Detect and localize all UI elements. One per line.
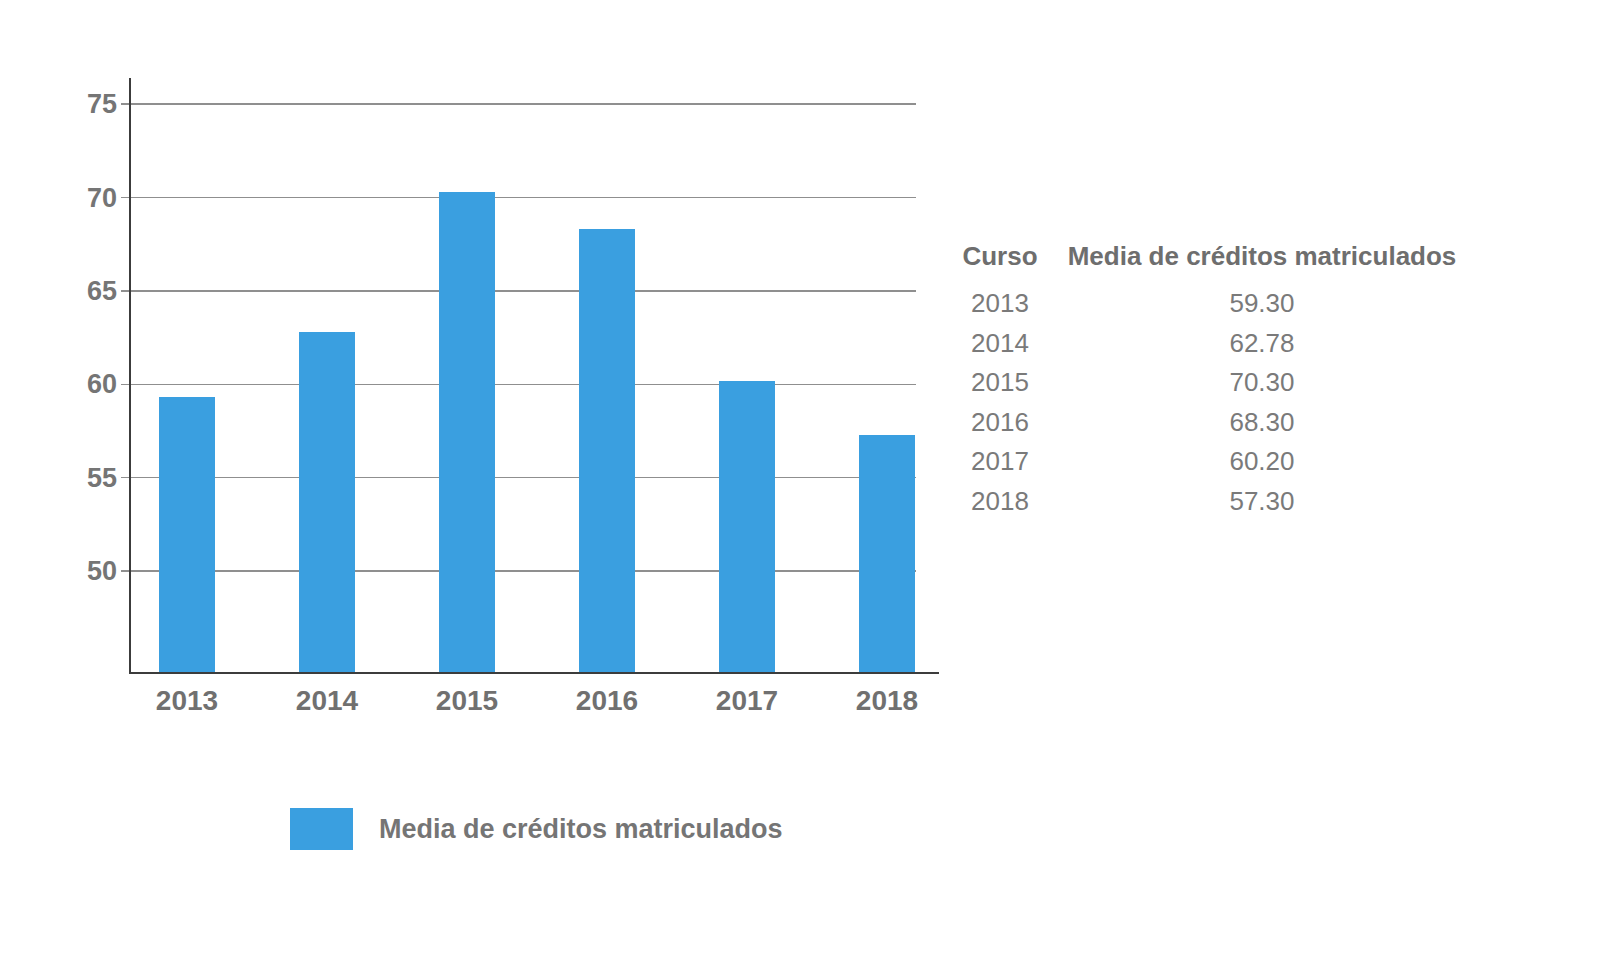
x-axis-line bbox=[129, 672, 939, 674]
page-background: 505560657075 201320142015201620172018 Cu… bbox=[0, 0, 1623, 959]
legend-label: Media de créditos matriculados bbox=[379, 814, 783, 845]
y-axis-label-65: 65 bbox=[27, 274, 117, 308]
table-cell-curso: 2014 bbox=[938, 328, 1062, 359]
table-cell-media: 70.30 bbox=[1062, 367, 1462, 398]
table-cell-curso: 2013 bbox=[938, 288, 1062, 319]
gridline-50 bbox=[121, 570, 916, 572]
gridline-65 bbox=[121, 290, 916, 292]
y-axis-label-60: 60 bbox=[27, 367, 117, 401]
bar-2013 bbox=[159, 397, 215, 672]
table-row-2016: 201668.30 bbox=[938, 403, 1462, 443]
bar-2015 bbox=[439, 192, 495, 672]
bar-2014 bbox=[299, 332, 355, 672]
x-axis-label-2017: 2017 bbox=[677, 686, 817, 716]
bar-2016 bbox=[579, 229, 635, 672]
bar-2017 bbox=[719, 381, 775, 672]
table-cell-curso: 2017 bbox=[938, 446, 1062, 477]
table-header-media: Media de créditos matriculados bbox=[1062, 241, 1462, 272]
y-axis-line bbox=[129, 78, 131, 674]
table-row-2014: 201462.78 bbox=[938, 324, 1462, 364]
y-axis-label-50: 50 bbox=[27, 554, 117, 588]
table-row-2018: 201857.30 bbox=[938, 482, 1462, 522]
table-row-2013: 201359.30 bbox=[938, 284, 1462, 324]
gridline-60 bbox=[121, 384, 916, 386]
bar-2018 bbox=[859, 435, 915, 672]
y-axis-label-55: 55 bbox=[27, 461, 117, 495]
table-cell-curso: 2018 bbox=[938, 486, 1062, 517]
x-axis-label-2016: 2016 bbox=[537, 686, 677, 716]
data-table: Curso Media de créditos matriculados 201… bbox=[938, 236, 1462, 521]
table-body: 201359.30201462.78201570.30201668.302017… bbox=[938, 284, 1462, 521]
table-header-row: Curso Media de créditos matriculados bbox=[938, 236, 1462, 276]
y-axis-label-75: 75 bbox=[27, 87, 117, 121]
x-axis-label-2014: 2014 bbox=[257, 686, 397, 716]
table-row-2015: 201570.30 bbox=[938, 363, 1462, 403]
table-cell-media: 62.78 bbox=[1062, 328, 1462, 359]
chart-legend: Media de créditos matriculados bbox=[290, 808, 783, 850]
x-axis-label-2018: 2018 bbox=[817, 686, 957, 716]
table-header-curso: Curso bbox=[938, 241, 1062, 272]
table-cell-media: 60.20 bbox=[1062, 446, 1462, 477]
y-axis-label-70: 70 bbox=[27, 181, 117, 215]
gridline-70 bbox=[121, 197, 916, 199]
legend-color-swatch bbox=[290, 808, 353, 850]
x-axis-label-2013: 2013 bbox=[117, 686, 257, 716]
table-cell-media: 57.30 bbox=[1062, 486, 1462, 517]
gridline-75 bbox=[121, 103, 916, 105]
gridline-55 bbox=[121, 477, 916, 479]
chart-plot-area bbox=[131, 78, 937, 672]
bar-chart: 50 55 60 65 70 75 201320142015201620172018 bbox=[0, 0, 960, 730]
table-cell-curso: 2016 bbox=[938, 407, 1062, 438]
x-axis-label-2015: 2015 bbox=[397, 686, 537, 716]
table-cell-media: 68.30 bbox=[1062, 407, 1462, 438]
table-cell-curso: 2015 bbox=[938, 367, 1062, 398]
table-row-2017: 201760.20 bbox=[938, 442, 1462, 482]
table-cell-media: 59.30 bbox=[1062, 288, 1462, 319]
